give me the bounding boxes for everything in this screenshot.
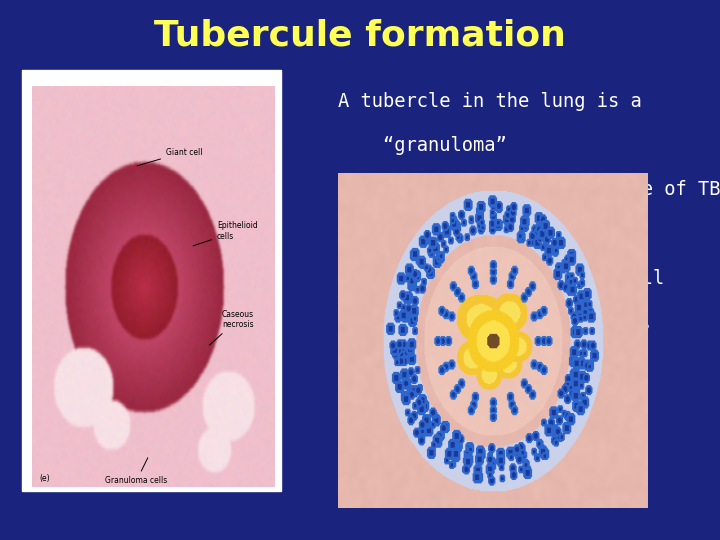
Text: “granuloma”: “granuloma” xyxy=(338,136,507,155)
Text: Tubercule formation: Tubercule formation xyxy=(154,19,566,53)
Text: Epithelioid
cells: Epithelioid cells xyxy=(193,221,258,246)
Text: consisting of a central core of TB: consisting of a central core of TB xyxy=(338,180,720,199)
Text: bacteria inside an enlarged: bacteria inside an enlarged xyxy=(338,225,642,244)
Text: macrophage, and an outer wall: macrophage, and an outer wall xyxy=(338,269,665,288)
FancyBboxPatch shape xyxy=(22,70,281,491)
Text: of fibroblasts, lymphocytes,: of fibroblasts, lymphocytes, xyxy=(338,313,654,332)
Text: (e): (e) xyxy=(40,474,50,483)
Text: and neutrophils: and neutrophils xyxy=(338,357,507,376)
Text: Caseous
necrosis: Caseous necrosis xyxy=(210,309,254,345)
Text: A tubercle in the lung is a: A tubercle in the lung is a xyxy=(338,92,642,111)
Text: Granuloma cells: Granuloma cells xyxy=(105,458,168,485)
Text: Giant cell: Giant cell xyxy=(137,147,202,166)
